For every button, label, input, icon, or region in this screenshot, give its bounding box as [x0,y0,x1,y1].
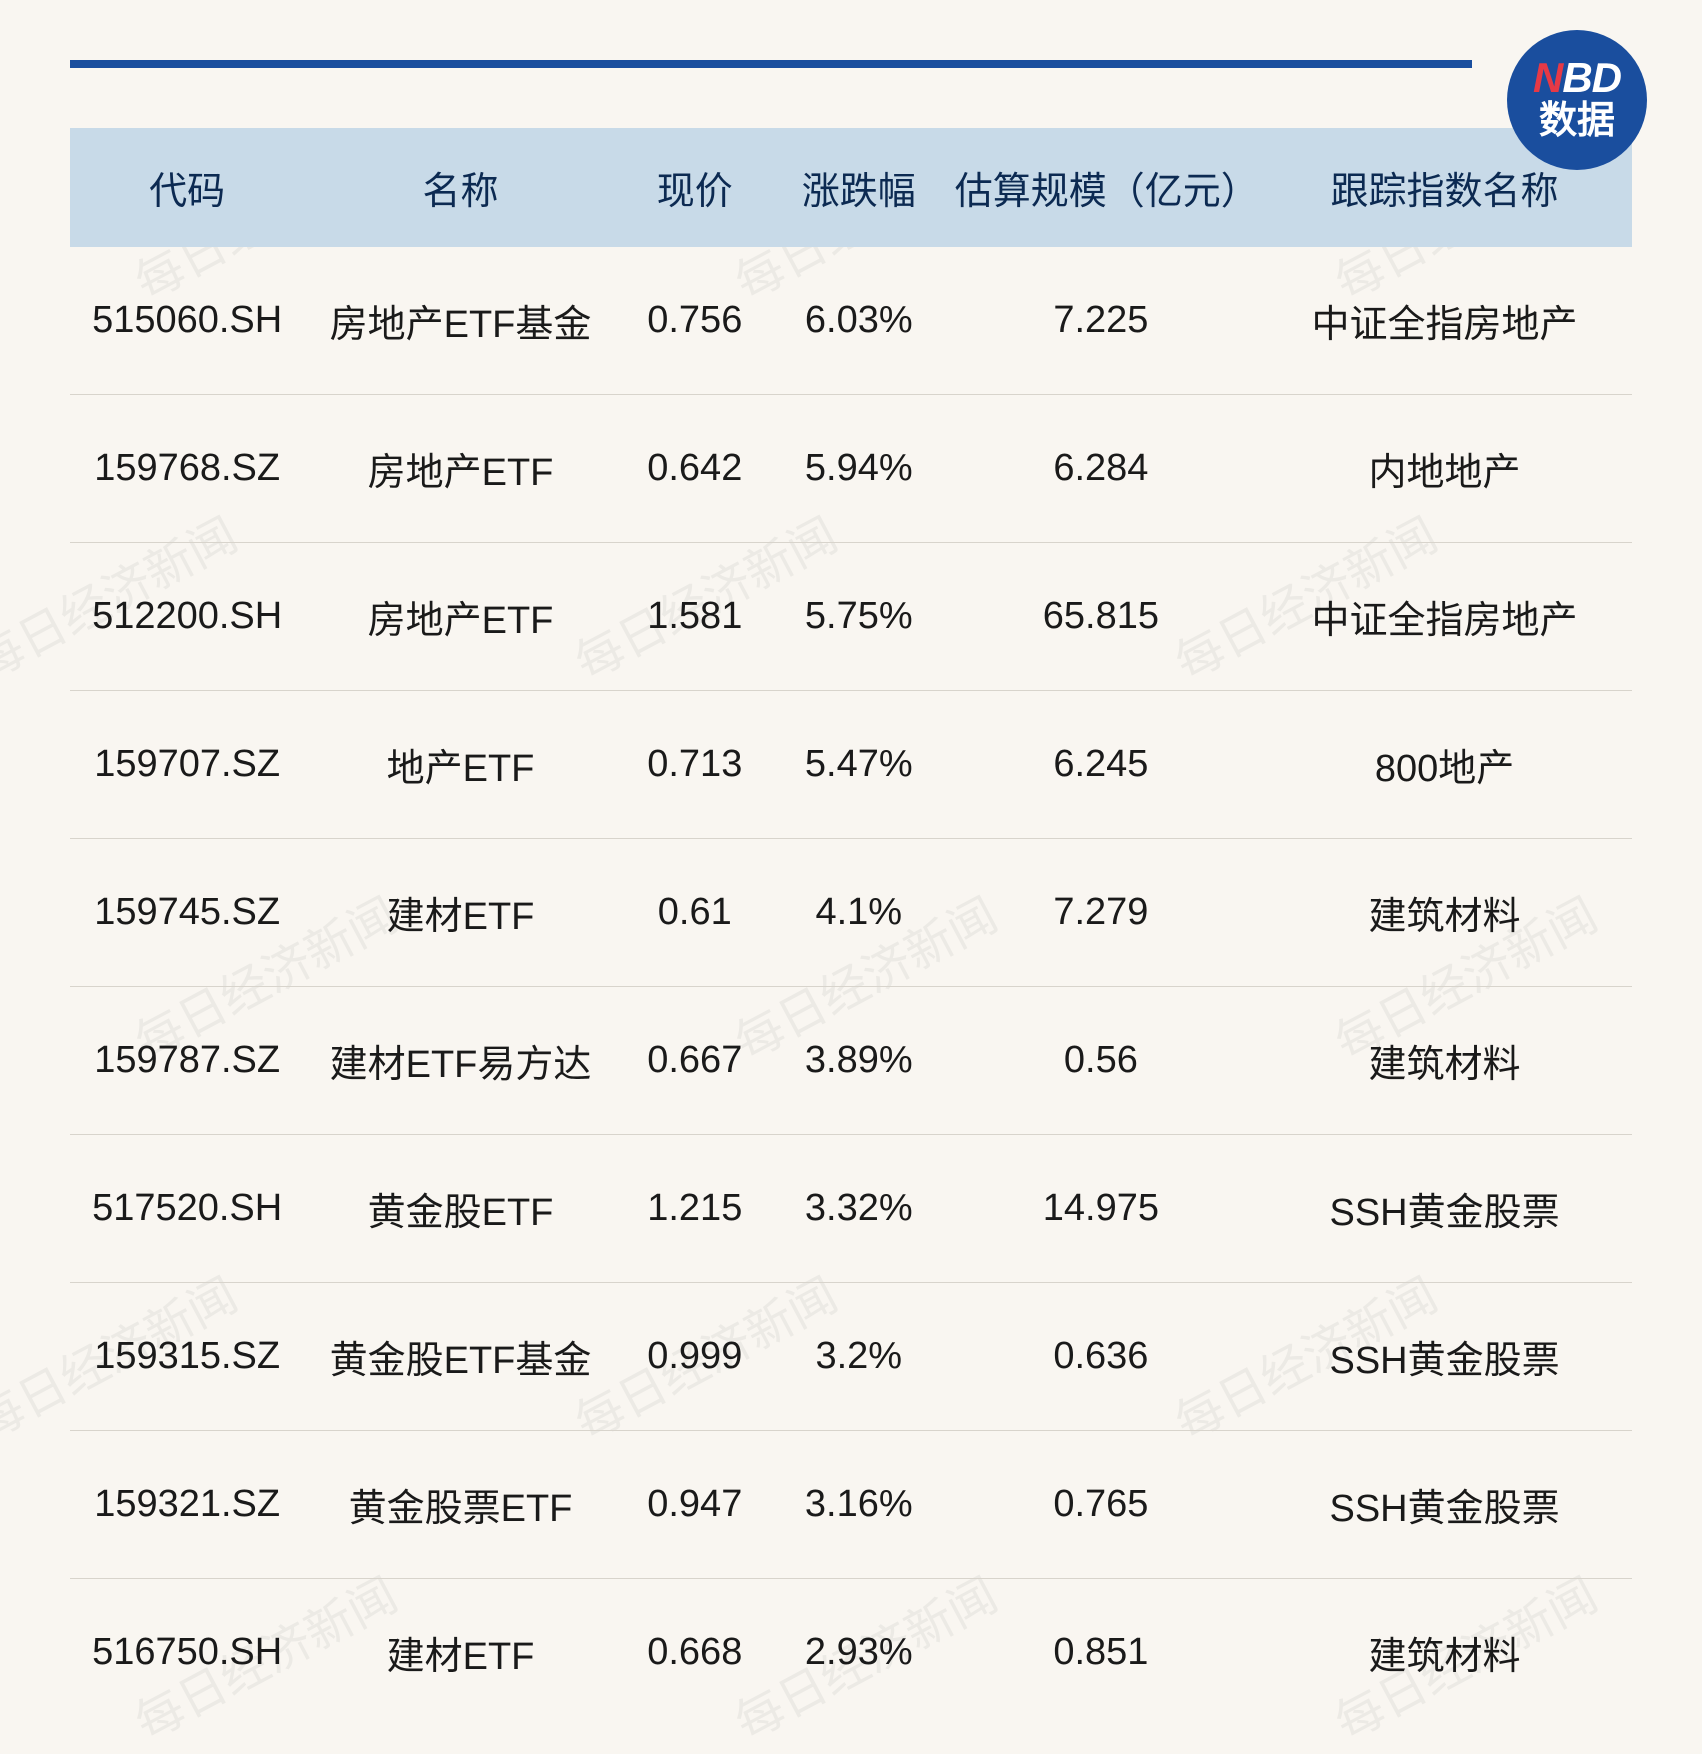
cell-code: 516750.SH [70,1579,304,1727]
cell-index: 800地产 [1257,691,1632,839]
cell-change: 6.03% [773,247,945,395]
cell-price: 0.947 [617,1431,773,1579]
col-header-code: 代码 [70,128,304,247]
cell-change: 3.16% [773,1431,945,1579]
cell-name: 建材ETF [304,839,616,987]
cell-price: 0.999 [617,1283,773,1431]
cell-change: 5.75% [773,543,945,691]
cell-code: 159315.SZ [70,1283,304,1431]
cell-code: 159745.SZ [70,839,304,987]
table-header-row: 代码 名称 现价 涨跌幅 估算规模（亿元） 跟踪指数名称 [70,128,1632,247]
cell-price: 0.713 [617,691,773,839]
cell-code: 159787.SZ [70,987,304,1135]
table-row: 517520.SH黄金股ETF1.2153.32%14.975SSH黄金股票 [70,1135,1632,1283]
cell-code: 517520.SH [70,1135,304,1283]
cell-scale: 0.765 [945,1431,1257,1579]
accent-bar [70,60,1472,68]
cell-scale: 14.975 [945,1135,1257,1283]
cell-scale: 7.225 [945,247,1257,395]
cell-index: 建筑材料 [1257,1579,1632,1727]
cell-name: 建材ETF [304,1579,616,1727]
table-body: 515060.SH房地产ETF基金0.7566.03%7.225中证全指房地产1… [70,247,1632,1726]
etf-data-table: 代码 名称 现价 涨跌幅 估算规模（亿元） 跟踪指数名称 515060.SH房地… [70,128,1632,1726]
cell-scale: 65.815 [945,543,1257,691]
table-row: 159315.SZ黄金股ETF基金0.9993.2%0.636SSH黄金股票 [70,1283,1632,1431]
cell-change: 2.93% [773,1579,945,1727]
col-header-price: 现价 [617,128,773,247]
cell-price: 0.667 [617,987,773,1135]
cell-price: 0.756 [617,247,773,395]
table-row: 515060.SH房地产ETF基金0.7566.03%7.225中证全指房地产 [70,247,1632,395]
cell-index: 中证全指房地产 [1257,543,1632,691]
cell-name: 黄金股票ETF [304,1431,616,1579]
cell-name: 黄金股ETF [304,1135,616,1283]
cell-code: 512200.SH [70,543,304,691]
cell-scale: 0.56 [945,987,1257,1135]
table-row: 516750.SH建材ETF0.6682.93%0.851建筑材料 [70,1579,1632,1727]
table-row: 159768.SZ房地产ETF0.6425.94%6.284内地地产 [70,395,1632,543]
logo-n: N [1533,54,1562,101]
table-row: 159707.SZ地产ETF0.7135.47%6.245800地产 [70,691,1632,839]
table-row: 159745.SZ建材ETF0.614.1%7.279建筑材料 [70,839,1632,987]
cell-name: 建材ETF易方达 [304,987,616,1135]
cell-scale: 0.851 [945,1579,1257,1727]
cell-index: 建筑材料 [1257,987,1632,1135]
cell-name: 房地产ETF基金 [304,247,616,395]
cell-scale: 7.279 [945,839,1257,987]
logo-line1: NBD [1533,57,1621,99]
page-container: NBD 数据 代码 名称 现价 涨跌幅 估算规模（亿元） 跟踪指数名称 5150… [0,0,1702,1726]
cell-name: 黄金股ETF基金 [304,1283,616,1431]
col-header-scale: 估算规模（亿元） [945,128,1257,247]
cell-index: 内地地产 [1257,395,1632,543]
cell-change: 5.47% [773,691,945,839]
cell-change: 5.94% [773,395,945,543]
logo-bd: BD [1562,54,1621,101]
table-row: 159787.SZ建材ETF易方达0.6673.89%0.56建筑材料 [70,987,1632,1135]
cell-scale: 0.636 [945,1283,1257,1431]
cell-index: SSH黄金股票 [1257,1135,1632,1283]
col-header-change: 涨跌幅 [773,128,945,247]
cell-price: 1.581 [617,543,773,691]
cell-change: 4.1% [773,839,945,987]
table-row: 512200.SH房地产ETF1.5815.75%65.815中证全指房地产 [70,543,1632,691]
cell-price: 0.61 [617,839,773,987]
cell-name: 房地产ETF [304,543,616,691]
table-wrapper: 代码 名称 现价 涨跌幅 估算规模（亿元） 跟踪指数名称 515060.SH房地… [70,128,1632,1726]
cell-index: SSH黄金股票 [1257,1431,1632,1579]
cell-index: 建筑材料 [1257,839,1632,987]
cell-code: 159321.SZ [70,1431,304,1579]
col-header-name: 名称 [304,128,616,247]
cell-change: 3.89% [773,987,945,1135]
cell-price: 0.668 [617,1579,773,1727]
nbd-logo-badge: NBD 数据 [1507,30,1647,170]
cell-scale: 6.245 [945,691,1257,839]
logo-line2: 数据 [1539,101,1615,143]
cell-code: 159707.SZ [70,691,304,839]
cell-code: 515060.SH [70,247,304,395]
cell-code: 159768.SZ [70,395,304,543]
cell-price: 1.215 [617,1135,773,1283]
cell-scale: 6.284 [945,395,1257,543]
cell-name: 地产ETF [304,691,616,839]
cell-index: SSH黄金股票 [1257,1283,1632,1431]
cell-change: 3.32% [773,1135,945,1283]
cell-index: 中证全指房地产 [1257,247,1632,395]
table-row: 159321.SZ黄金股票ETF0.9473.16%0.765SSH黄金股票 [70,1431,1632,1579]
cell-change: 3.2% [773,1283,945,1431]
cell-name: 房地产ETF [304,395,616,543]
cell-price: 0.642 [617,395,773,543]
table-head: 代码 名称 现价 涨跌幅 估算规模（亿元） 跟踪指数名称 [70,128,1632,247]
